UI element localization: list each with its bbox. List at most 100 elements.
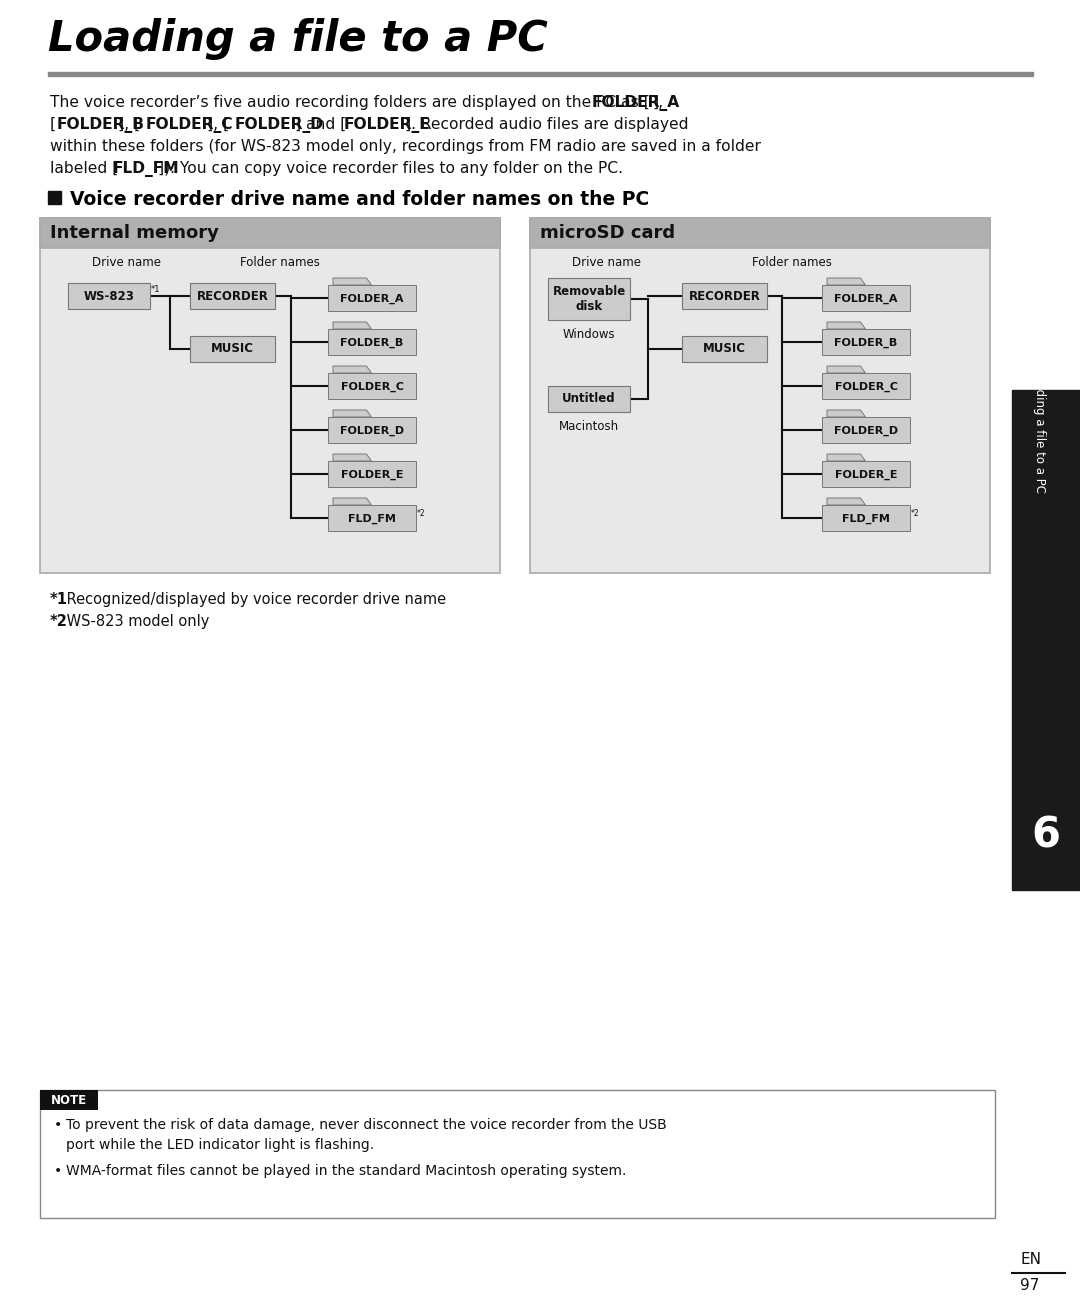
FancyBboxPatch shape <box>40 217 500 248</box>
Text: FOLDER_E: FOLDER_E <box>341 469 403 479</box>
Text: Loading a file to a PC: Loading a file to a PC <box>48 18 548 60</box>
Text: Windows: Windows <box>563 328 616 341</box>
Text: RECORDER: RECORDER <box>197 290 269 303</box>
Text: FOLDER_A: FOLDER_A <box>834 293 897 304</box>
Text: FOLDER_C: FOLDER_C <box>146 117 233 134</box>
Text: FOLDER_A: FOLDER_A <box>340 293 404 304</box>
Text: FOLDER_D: FOLDER_D <box>234 117 323 134</box>
Polygon shape <box>333 365 372 373</box>
Text: [: [ <box>50 117 56 132</box>
Text: ], [: ], [ <box>206 117 229 132</box>
FancyBboxPatch shape <box>190 283 275 309</box>
FancyBboxPatch shape <box>40 1090 995 1218</box>
FancyBboxPatch shape <box>822 461 910 487</box>
FancyBboxPatch shape <box>328 286 416 310</box>
Polygon shape <box>333 455 372 461</box>
Polygon shape <box>827 365 865 373</box>
Text: microSD card: microSD card <box>540 224 675 242</box>
FancyBboxPatch shape <box>681 283 767 309</box>
Text: EN: EN <box>1020 1252 1041 1267</box>
Text: Recognized/displayed by voice recorder drive name: Recognized/displayed by voice recorder d… <box>62 592 446 607</box>
Polygon shape <box>827 322 865 329</box>
Text: •: • <box>54 1117 63 1132</box>
Text: ],: ], <box>652 96 664 110</box>
FancyBboxPatch shape <box>822 329 910 355</box>
Text: Loading a file to a PC: Loading a file to a PC <box>1032 368 1047 493</box>
FancyBboxPatch shape <box>530 217 990 572</box>
FancyBboxPatch shape <box>328 504 416 531</box>
Text: Untitled: Untitled <box>563 393 616 406</box>
Text: Removable
disk: Removable disk <box>552 286 625 313</box>
Text: FOLDER_E: FOLDER_E <box>835 469 897 479</box>
Text: Voice recorder drive name and folder names on the PC: Voice recorder drive name and folder nam… <box>70 190 649 210</box>
Text: FOLDER_D: FOLDER_D <box>340 426 404 436</box>
Text: The voice recorder’s five audio recording folders are displayed on the PC as [: The voice recorder’s five audio recordin… <box>50 96 650 110</box>
Text: ]. Recorded audio files are displayed: ]. Recorded audio files are displayed <box>405 117 688 132</box>
Text: WS-823: WS-823 <box>83 290 134 303</box>
Text: ]). You can copy voice recorder files to any folder on the PC.: ]). You can copy voice recorder files to… <box>158 161 623 176</box>
Text: •: • <box>54 1165 63 1178</box>
Text: FOLDER_E: FOLDER_E <box>343 117 431 134</box>
Text: FLD_FM: FLD_FM <box>348 514 396 524</box>
FancyBboxPatch shape <box>530 217 990 248</box>
Polygon shape <box>333 410 372 417</box>
FancyBboxPatch shape <box>328 373 416 400</box>
Text: port while the LED indicator light is flashing.: port while the LED indicator light is fl… <box>66 1138 374 1151</box>
Text: To prevent the risk of data damage, never disconnect the voice recorder from the: To prevent the risk of data damage, neve… <box>66 1117 666 1132</box>
Text: ], [: ], [ <box>118 117 140 132</box>
FancyBboxPatch shape <box>328 461 416 487</box>
FancyBboxPatch shape <box>40 217 500 572</box>
Text: Drive name: Drive name <box>92 255 161 269</box>
Text: labeled [: labeled [ <box>50 161 118 176</box>
Bar <box>1012 390 1080 889</box>
Text: FOLDER_D: FOLDER_D <box>834 426 899 436</box>
FancyBboxPatch shape <box>328 417 416 443</box>
Text: FOLDER_C: FOLDER_C <box>835 381 897 392</box>
Text: within these folders (for WS-823 model only, recordings from FM radio are saved : within these folders (for WS-823 model o… <box>50 139 761 155</box>
Text: RECORDER: RECORDER <box>689 290 760 303</box>
Text: *2: *2 <box>50 614 68 629</box>
Text: MUSIC: MUSIC <box>703 342 746 355</box>
Text: 6: 6 <box>1031 814 1061 855</box>
FancyBboxPatch shape <box>822 286 910 310</box>
Polygon shape <box>827 410 865 417</box>
Text: Macintosh: Macintosh <box>559 421 619 434</box>
FancyBboxPatch shape <box>822 373 910 400</box>
Text: MUSIC: MUSIC <box>211 342 254 355</box>
Text: FOLDER_C: FOLDER_C <box>340 381 404 392</box>
Text: Folder names: Folder names <box>240 255 320 269</box>
FancyBboxPatch shape <box>681 335 767 362</box>
Polygon shape <box>827 455 865 461</box>
Text: Folder names: Folder names <box>752 255 832 269</box>
FancyBboxPatch shape <box>822 417 910 443</box>
Bar <box>48 72 1032 76</box>
Text: WS-823 model only: WS-823 model only <box>62 614 210 629</box>
Text: Internal memory: Internal memory <box>50 224 219 242</box>
Text: FOLDER_A: FOLDER_A <box>592 96 680 111</box>
Text: *1: *1 <box>151 286 161 293</box>
Polygon shape <box>827 278 865 286</box>
FancyBboxPatch shape <box>328 329 416 355</box>
FancyBboxPatch shape <box>548 386 630 413</box>
Text: FOLDER_B: FOLDER_B <box>835 338 897 347</box>
Text: FLD_FM: FLD_FM <box>112 161 179 177</box>
Text: NOTE: NOTE <box>51 1094 87 1107</box>
Text: FOLDER_B: FOLDER_B <box>57 117 145 134</box>
FancyBboxPatch shape <box>40 1090 98 1110</box>
Polygon shape <box>333 278 372 286</box>
Polygon shape <box>827 498 865 504</box>
Text: *2: *2 <box>417 510 426 517</box>
FancyBboxPatch shape <box>190 335 275 362</box>
Text: WMA-format files cannot be played in the standard Macintosh operating system.: WMA-format files cannot be played in the… <box>66 1165 626 1178</box>
Text: *2: *2 <box>912 510 920 517</box>
Text: FOLDER_B: FOLDER_B <box>340 338 404 347</box>
Text: *1: *1 <box>50 592 68 607</box>
Bar <box>48 191 60 204</box>
Text: ] and [: ] and [ <box>295 117 347 132</box>
Text: Drive name: Drive name <box>572 255 642 269</box>
FancyBboxPatch shape <box>548 278 630 320</box>
Text: FLD_FM: FLD_FM <box>842 514 890 524</box>
FancyBboxPatch shape <box>822 504 910 531</box>
Polygon shape <box>333 498 372 504</box>
Polygon shape <box>333 322 372 329</box>
